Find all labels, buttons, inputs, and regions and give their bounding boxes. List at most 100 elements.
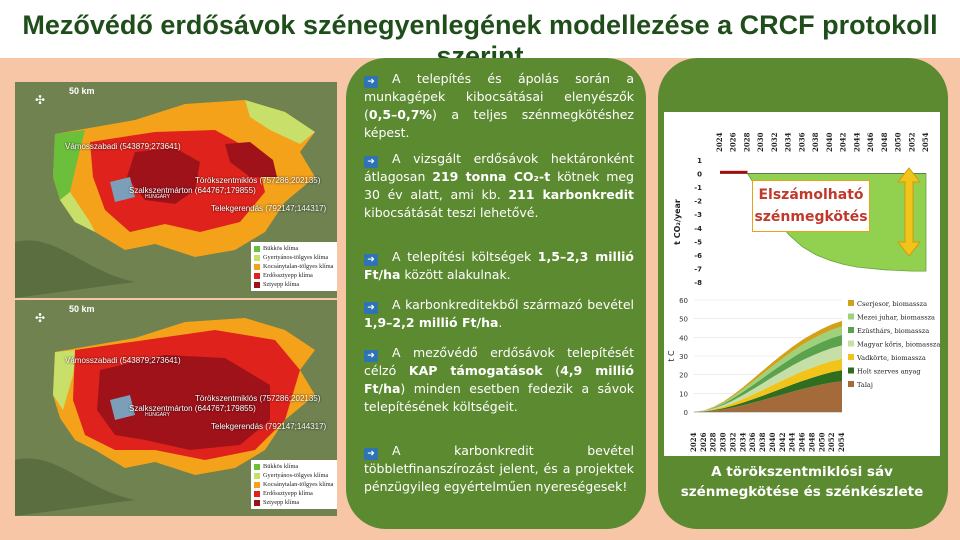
legend-swatch (254, 472, 260, 479)
bullet-item: ➜ A karbonkredit bevétel többletfinanszír… (364, 442, 634, 496)
legend-label: Talaj (857, 381, 873, 389)
legend-swatch (254, 481, 260, 488)
legend-swatch (254, 272, 260, 279)
legend-swatch (848, 367, 854, 374)
bullet-emphasis: 4,9 millió Ft/ha (364, 363, 635, 396)
bullet-text: ) a teljes szénmegkötéshez képest. (364, 106, 634, 140)
y-tick-label: 50 (679, 316, 688, 324)
stock-area-0 (694, 381, 842, 412)
y-tick-label: 30 (679, 353, 688, 361)
bullet-emphasis: 1,5–2,3 millió Ft/ha (364, 249, 635, 282)
y-tick-label: 1 (697, 157, 702, 165)
x-tick-label: 2026 (729, 132, 738, 152)
x-tick-label: 2042 (778, 432, 787, 452)
map-country-label: HUNGARY (145, 412, 170, 418)
bullet-text: ( (542, 363, 561, 378)
callout-line: Elszámolható (758, 187, 864, 203)
legend-item: Sztyepp klíma (254, 498, 334, 507)
bullet-item: ➜ A vizsgált erdősávok hektáronként átlag… (364, 150, 634, 221)
x-tick-label: 2046 (866, 132, 875, 152)
x-tick-label: 2042 (839, 132, 848, 152)
x-tick-label: 2040 (768, 432, 777, 452)
svg-text:✣: ✣ (35, 311, 45, 325)
x-tick-label: 2030 (756, 132, 765, 152)
stock-area-3 (694, 345, 842, 412)
bullet-emphasis: 0,5–0,7% (368, 106, 432, 122)
legend-item: Bükkös klíma (254, 244, 334, 253)
bullet-emphasis: KAP támogatások (408, 363, 543, 378)
legend-label: Sztyepp klíma (263, 499, 300, 506)
x-tick-label: 2032 (728, 432, 737, 452)
legend-swatch (848, 354, 854, 360)
map-place-label: Törökszentmiklós (757286;202135) (195, 176, 321, 185)
legend-label: Vadkörte, biomassza (856, 354, 926, 362)
arrow-right-icon: ➜ (364, 156, 378, 168)
x-tick-label: 2048 (807, 432, 816, 452)
map-place-label: Szalkszentmárton (644767;179855) (129, 404, 256, 413)
bullet-item: ➜ A karbonkreditekből származó bevétel 1,… (364, 296, 634, 332)
legend-swatch (254, 245, 260, 252)
y-axis-label: t C (667, 350, 676, 362)
bullet-text: A karbonkreditekből származó bevétel (392, 297, 634, 312)
title-bar (0, 0, 960, 58)
x-tick-label: 2024 (689, 432, 698, 452)
legend-label: Erdőssztyepp klíma (263, 490, 313, 497)
x-tick-label: 2044 (852, 132, 861, 152)
legend-swatch (254, 499, 260, 506)
y-tick-label: -2 (694, 198, 702, 206)
bullet-emphasis: 211 karbonkredit (508, 186, 634, 202)
findings-panel: ➜ A telepítés és ápolás során a munkagépe… (346, 58, 646, 529)
y-tick-label: 20 (679, 372, 688, 380)
legend-item: Sztyepp klíma (254, 280, 334, 289)
x-tick-label: 2054 (921, 132, 930, 152)
x-tick-label: 2050 (894, 132, 903, 152)
x-tick-label: 2032 (770, 132, 779, 152)
legend-item: Erdőssztyepp klíma (254, 271, 334, 280)
legend-label: Bükkös klíma (263, 463, 299, 470)
callout-line: szénmegkötés (754, 209, 868, 225)
map-scale-label: 50 km (69, 86, 95, 96)
bullet-item: ➜ A mezővédő erdősávok telepítését célzó … (364, 344, 634, 415)
x-tick-label: 2024 (715, 132, 724, 152)
legend-swatch (254, 254, 260, 261)
x-tick-label: 2036 (797, 132, 806, 152)
legend-label: Cserjesor, biomassza (857, 300, 927, 308)
legend-swatch (848, 340, 854, 347)
x-tick-label: 2028 (709, 432, 718, 452)
stock-area-2 (694, 358, 842, 412)
legend-item: Gyertyános-tölgyes klíma (254, 471, 334, 480)
bullet-text: A karbonkredit bevétel többletfinanszíro… (364, 443, 634, 494)
legend-swatch (254, 263, 260, 270)
x-tick-label: 2052 (827, 432, 836, 452)
legend-swatch (254, 490, 260, 497)
x-tick-label: 2046 (798, 432, 807, 452)
bullet-emphasis: 219 tonna CO₂-t (432, 169, 551, 184)
y-tick-label: 0 (684, 409, 688, 417)
legend-swatch (848, 327, 854, 333)
y-tick-label: -7 (694, 265, 702, 273)
x-tick-label: 2050 (817, 432, 826, 452)
stock-area-1 (694, 370, 842, 412)
map-image-current: ✣ (15, 82, 337, 298)
double-arrow-icon (896, 167, 922, 257)
bullet-text: A vizsgált erdősávok hektáronként átlago… (364, 151, 634, 184)
x-tick-label: 2052 (907, 132, 916, 152)
y-tick-label: -3 (694, 211, 702, 219)
legend-label: Kocsánytalan-tölgyes klíma (263, 263, 334, 270)
map-place-label: Vámosszabadi (543879;273641) (65, 356, 181, 365)
map-place-label: Törökszentmiklós (757286;202135) (195, 394, 321, 403)
x-tick-label: 2038 (811, 132, 820, 152)
legend-item: Bükkös klíma (254, 462, 334, 471)
arrow-right-icon: ➜ (364, 448, 378, 460)
map-country-label: HUNGARY (145, 194, 170, 200)
arrow-right-icon: ➜ (364, 254, 378, 266)
y-tick-label: 40 (679, 334, 688, 342)
legend-label: Ezüsthárs, biomassza (857, 327, 929, 335)
y-axis-label: t CO₂/year (673, 199, 682, 245)
legend-label: Erdőssztyepp klíma (263, 272, 313, 279)
arrow-right-icon: ➜ (364, 350, 378, 362)
legend-swatch (848, 313, 854, 320)
stock-area-6 (694, 320, 842, 412)
x-tick-label: 2034 (784, 132, 793, 152)
